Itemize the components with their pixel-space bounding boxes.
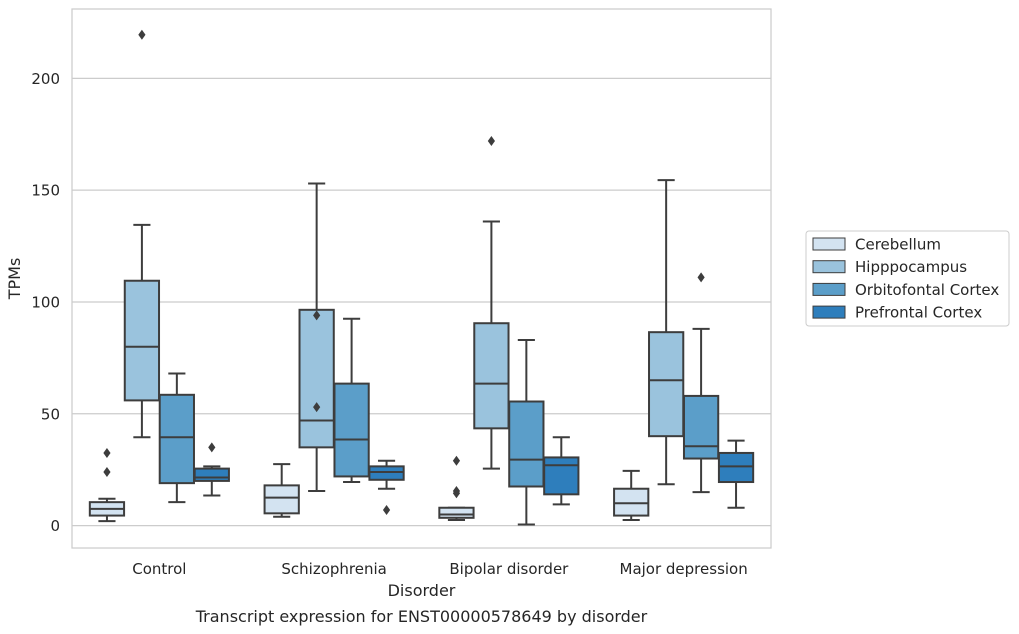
iqr-box (298, 308, 335, 449)
y-tick-labels: 0 50 100 150 200 (31, 70, 60, 535)
y-tick-label: 0 (50, 517, 60, 535)
box-cerebellum (263, 463, 300, 518)
box-prefrontal-cortex (717, 439, 755, 509)
boxes (88, 29, 755, 526)
iqr-box (682, 394, 720, 460)
box-cerebellum (88, 447, 126, 523)
x-tick-label: Schizophrenia (281, 560, 386, 578)
iqr-box (123, 279, 161, 402)
iqr-box (158, 393, 195, 485)
legend-label: Cerebellum (855, 236, 941, 254)
plot-frame (71, 8, 772, 549)
iqr-box (613, 487, 650, 517)
x-axis-label: Disorder (388, 581, 456, 600)
legend-label: Hipppocampus (855, 258, 967, 276)
box-hipppocampus (473, 135, 510, 470)
y-tick-label: 150 (31, 182, 60, 200)
x-tick-label: Control (132, 560, 186, 578)
outlier-point (697, 272, 705, 283)
box-cerebellum (613, 469, 650, 522)
outlier-point (382, 504, 391, 515)
iqr-box (263, 484, 300, 515)
outlier-point (452, 485, 461, 496)
box-prefrontal-cortex (543, 436, 580, 506)
box-orbitofontal-cortex (333, 317, 370, 484)
iqr-box (333, 382, 370, 478)
iqr-box (717, 451, 755, 484)
x-tick-label: Major depression (620, 560, 748, 578)
legend-swatch (812, 282, 846, 296)
box-orbitofontal-cortex (158, 372, 195, 504)
y-tick-label: 50 (41, 405, 60, 423)
box-orbitofontal-cortex (508, 339, 545, 526)
legend-swatch (812, 237, 846, 251)
iqr-box (193, 467, 230, 482)
outlier-point (138, 29, 146, 40)
outlier-point (313, 310, 321, 321)
legend-label: Orbitofontal Cortex (855, 281, 999, 299)
iqr-box (508, 400, 545, 488)
y-tick-label: 100 (31, 293, 60, 311)
iqr-box (438, 506, 475, 519)
chart-caption: Transcript expression for ENST0000057864… (195, 607, 648, 626)
iqr-box (368, 465, 405, 481)
outlier-point (452, 455, 461, 466)
box-prefrontal-cortex (193, 442, 230, 497)
box-cerebellum (438, 455, 475, 522)
iqr-box (473, 322, 510, 430)
outlier-point (103, 466, 111, 477)
outlier-point (487, 135, 495, 146)
legend: Cerebellum Hipppocampus Orbitofontal Corte… (805, 230, 1010, 327)
iqr-box (543, 456, 580, 496)
legend-frame (805, 230, 1010, 327)
legend-label: Prefrontal Cortex (855, 304, 982, 322)
outlier-point (103, 447, 111, 458)
box-orbitofontal-cortex (682, 272, 720, 494)
outlier-point (313, 402, 321, 413)
y-axis-label: TPMs (5, 258, 24, 301)
box-hipppocampus (123, 29, 161, 439)
y-tick-label: 200 (31, 70, 60, 88)
outlier-point (208, 442, 216, 453)
x-tick-label: Bipolar disorder (449, 560, 569, 578)
box-hipppocampus (648, 179, 685, 486)
box-prefrontal-cortex (368, 459, 405, 515)
legend-swatch (812, 260, 846, 274)
x-tick-labels: Control Schizophrenia Bipolar disorder Majo… (132, 560, 747, 578)
legend-swatch (812, 305, 846, 319)
iqr-box (648, 331, 685, 438)
box-hipppocampus (298, 182, 335, 492)
